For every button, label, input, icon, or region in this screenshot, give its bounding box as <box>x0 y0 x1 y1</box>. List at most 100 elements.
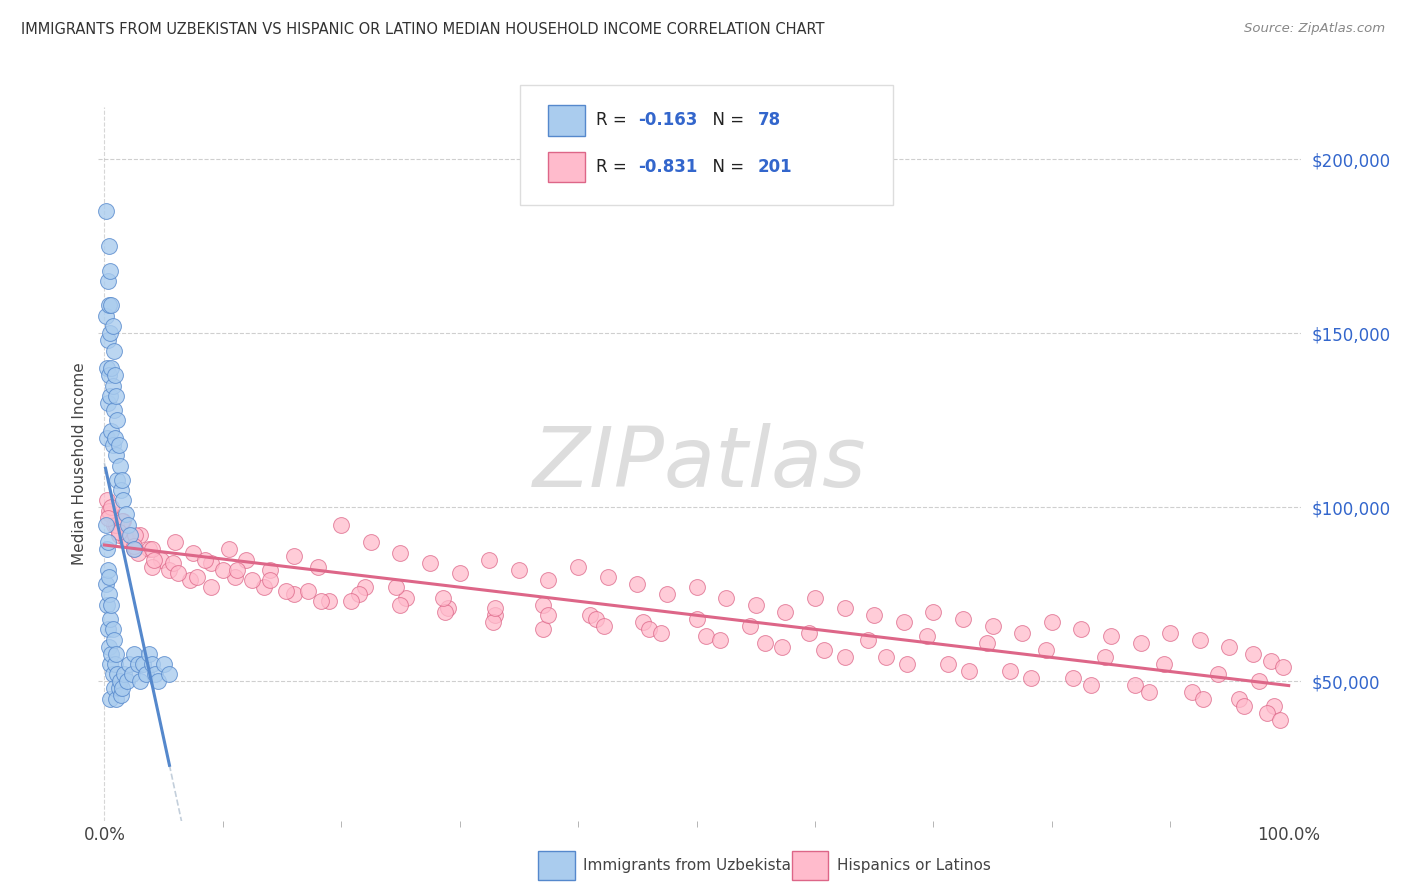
Point <box>94 204 117 219</box>
Point <box>1070 622 1092 636</box>
Point <box>141 559 163 574</box>
Point <box>96 493 118 508</box>
Point <box>96 431 118 445</box>
Point <box>98 263 121 277</box>
Point <box>834 601 856 615</box>
Point <box>100 298 122 312</box>
Point <box>259 574 281 588</box>
Point <box>339 594 361 608</box>
Point <box>103 403 125 417</box>
Point <box>152 657 174 671</box>
Point <box>389 546 412 560</box>
Point <box>283 587 305 601</box>
Point <box>114 508 136 522</box>
Point <box>579 608 602 623</box>
Point <box>360 535 382 549</box>
Point <box>347 587 370 601</box>
Point <box>1094 650 1116 665</box>
Point <box>110 483 132 497</box>
Point <box>1233 698 1256 713</box>
Point <box>738 618 761 632</box>
Point <box>478 552 501 566</box>
Point <box>1271 660 1294 674</box>
Point <box>121 667 143 681</box>
Point <box>395 591 418 605</box>
Point <box>100 598 122 612</box>
Point <box>98 657 121 671</box>
Point <box>797 625 820 640</box>
Point <box>122 542 145 557</box>
Point <box>97 396 120 410</box>
Point <box>107 438 129 452</box>
Point <box>593 618 616 632</box>
Point <box>211 563 233 577</box>
Point <box>200 581 222 595</box>
Point <box>834 650 856 665</box>
Point <box>253 581 276 595</box>
Text: Source: ZipAtlas.com: Source: ZipAtlas.com <box>1244 22 1385 36</box>
Point <box>596 570 619 584</box>
Point <box>655 587 678 601</box>
Point <box>585 612 607 626</box>
Point <box>111 473 134 487</box>
Point <box>98 239 121 253</box>
Point <box>235 552 257 566</box>
Point <box>274 583 297 598</box>
Point <box>107 681 129 696</box>
Point <box>112 514 135 528</box>
Point <box>297 583 319 598</box>
Point <box>1000 664 1022 678</box>
Point <box>1181 685 1204 699</box>
Point <box>1099 629 1122 643</box>
Point <box>875 650 897 665</box>
Point <box>135 667 157 681</box>
Point <box>695 629 717 643</box>
Point <box>96 361 118 376</box>
Point <box>1270 713 1292 727</box>
Point <box>1188 632 1211 647</box>
Point <box>105 389 128 403</box>
Point <box>138 647 160 661</box>
Point <box>952 612 974 626</box>
Point <box>531 622 554 636</box>
Point <box>283 549 305 563</box>
Point <box>114 532 136 546</box>
Point <box>101 438 124 452</box>
Point <box>150 552 173 566</box>
Point <box>101 622 124 636</box>
Point <box>626 577 648 591</box>
Point <box>110 689 132 703</box>
Point <box>1256 706 1278 720</box>
Point <box>97 535 120 549</box>
Point <box>143 552 166 566</box>
Point <box>107 524 129 539</box>
Point <box>122 542 145 557</box>
Point <box>124 528 146 542</box>
Point <box>104 368 127 382</box>
Point <box>309 594 332 608</box>
Point <box>531 598 554 612</box>
Point <box>98 570 121 584</box>
Point <box>186 570 208 584</box>
Point <box>1218 640 1240 654</box>
Point <box>98 326 121 341</box>
Point <box>194 552 217 566</box>
Text: N =: N = <box>702 112 749 129</box>
Point <box>181 546 204 560</box>
Y-axis label: Median Household Income: Median Household Income <box>72 362 87 566</box>
Text: -0.163: -0.163 <box>638 112 697 129</box>
Point <box>1192 691 1215 706</box>
Point <box>97 274 120 288</box>
Point <box>1040 615 1063 630</box>
Point <box>105 448 128 462</box>
Point <box>105 691 128 706</box>
Point <box>307 559 329 574</box>
Point <box>141 542 163 557</box>
Point <box>1159 625 1181 640</box>
Point <box>1227 691 1250 706</box>
Point <box>127 657 149 671</box>
Point <box>754 636 776 650</box>
Point <box>224 570 246 584</box>
Point <box>97 510 120 524</box>
Point <box>111 681 134 696</box>
